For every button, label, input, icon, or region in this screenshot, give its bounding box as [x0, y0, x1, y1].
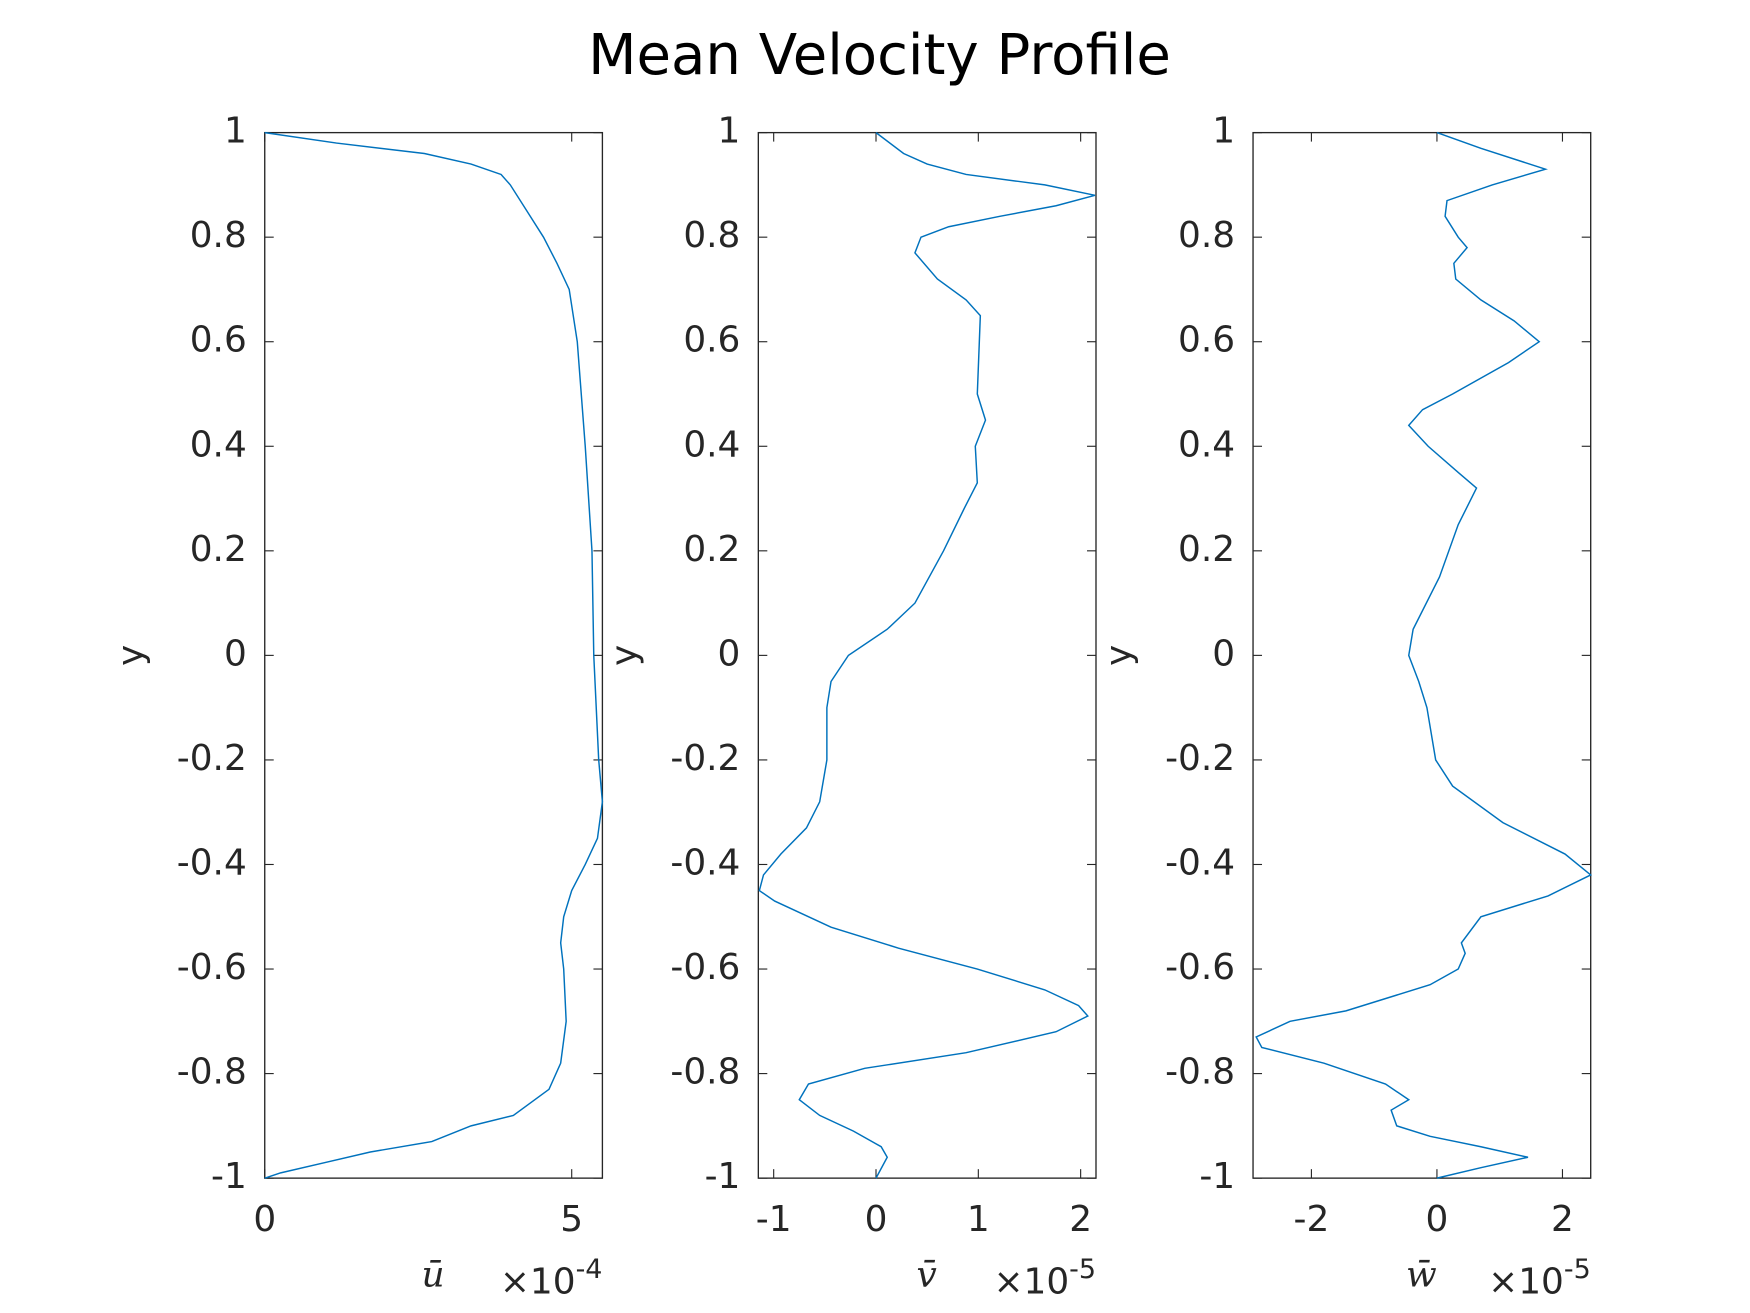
y-tick-label: 0.8: [1178, 215, 1235, 256]
x-multiplier-base: ×10: [500, 1262, 576, 1303]
figure-title: Mean Velocity Profile: [588, 23, 1171, 88]
y-tick-label: 1: [224, 111, 247, 152]
x-tick-label: 2: [1069, 1199, 1092, 1240]
x-tick-label: 5: [560, 1199, 583, 1240]
axes-box: [264, 131, 604, 1179]
x-multiplier-exponent: -5: [1564, 1254, 1591, 1285]
subplot: -1 -0.8 -0.6 -0.4 -0.2 0 0.2 0.4 0.6 0.8 1 0 5 y ū ×10-…: [110, 111, 604, 1303]
y-tick-label: 0.6: [190, 320, 247, 361]
y-tick-label: -0.2: [177, 738, 247, 779]
x-multiplier: ×10-5: [1488, 1254, 1591, 1303]
x-tick-label: -2: [1294, 1199, 1330, 1240]
y-tick-label: -1: [1199, 1156, 1235, 1197]
y-tick-label: -0.8: [670, 1052, 740, 1093]
y-tick-label: -0.6: [177, 947, 247, 988]
y-tick-label: 0.2: [683, 529, 740, 570]
profile-line: [264, 131, 604, 1179]
subplot: -1 -0.8 -0.6 -0.4 -0.2 0 0.2 0.4 0.6 0.8 1 -2 0 2 y w̄ ×…: [1099, 111, 1593, 1303]
y-tick-label: 1: [1212, 111, 1235, 152]
y-tick-label: -0.2: [1165, 738, 1235, 779]
x-multiplier-base: ×10: [1488, 1262, 1564, 1303]
y-tick-label: -0.8: [177, 1052, 247, 1093]
y-tick-label: 0.4: [190, 424, 247, 465]
y-tick-label: -0.6: [670, 947, 740, 988]
y-tick-label: 0.6: [1178, 320, 1235, 361]
y-tick-label: 0.4: [683, 424, 740, 465]
y-tick-label: 0.6: [683, 320, 740, 361]
x-tick-label: 1: [967, 1199, 990, 1240]
subplot: -1 -0.8 -0.6 -0.4 -0.2 0 0.2 0.4 0.6 0.8 1 -1 0 1 2 y v̄…: [604, 111, 1097, 1303]
x-multiplier-exponent: -4: [576, 1254, 603, 1285]
y-tick-label: 0.2: [1178, 529, 1235, 570]
x-multiplier-exponent: -5: [1069, 1254, 1096, 1285]
y-tick-label: -0.8: [1165, 1052, 1235, 1093]
x-multiplier: ×10-4: [500, 1254, 603, 1303]
x-axis-label: w̄: [1406, 1254, 1437, 1295]
x-multiplier: ×10-5: [993, 1254, 1096, 1303]
y-tick-label: -1: [211, 1156, 247, 1197]
y-tick-label: 0: [224, 633, 247, 674]
y-tick-label: -0.4: [1165, 842, 1235, 883]
x-tick-label: 0: [253, 1199, 276, 1240]
y-tick-label: -0.4: [177, 842, 247, 883]
y-tick-label: 0: [1212, 633, 1235, 674]
y-axis-label: y: [110, 645, 151, 666]
y-tick-label: 0: [718, 633, 741, 674]
x-tick-label: -1: [756, 1199, 792, 1240]
y-tick-label: 0.8: [190, 215, 247, 256]
x-tick-label: 0: [1426, 1199, 1449, 1240]
profile-line: [1255, 131, 1593, 1179]
x-tick-label: 0: [865, 1199, 888, 1240]
x-axis-label: ū: [421, 1254, 444, 1295]
y-tick-label: -0.2: [670, 738, 740, 779]
y-axis-label: y: [604, 645, 645, 666]
axes-box: [1252, 131, 1592, 1179]
y-tick-label: 1: [718, 111, 741, 152]
x-multiplier-base: ×10: [993, 1262, 1069, 1303]
profile-line: [758, 132, 1096, 1179]
y-tick-label: 0.8: [683, 215, 740, 256]
y-tick-label: 0.4: [1178, 424, 1235, 465]
y-tick-label: -0.6: [1165, 947, 1235, 988]
y-tick-label: 0.2: [190, 529, 247, 570]
y-tick-label: -1: [705, 1156, 741, 1197]
x-tick-label: 2: [1551, 1199, 1574, 1240]
x-axis-label: v̄: [916, 1254, 936, 1295]
y-axis-label: y: [1099, 645, 1140, 666]
y-tick-label: -0.4: [670, 842, 740, 883]
axes-box: [757, 131, 1097, 1179]
